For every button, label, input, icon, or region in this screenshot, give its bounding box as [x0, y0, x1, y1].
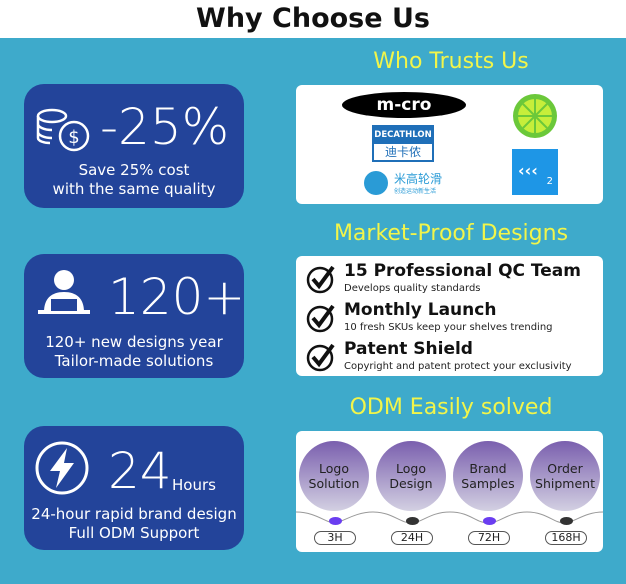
odm-step: Brand Samples 72H — [453, 441, 525, 545]
step-time: 24H — [391, 531, 433, 545]
cost-value: -25% — [100, 98, 230, 156]
check-circle-icon — [306, 304, 335, 333]
cost-line1: Save 25% cost — [78, 161, 190, 179]
qc-title: 15 Professional QC Team — [344, 261, 581, 281]
page-title: Why Choose Us — [196, 3, 430, 34]
odm-heading: ODM Easily solved — [349, 395, 553, 420]
odm-step: Logo Solution 3H — [299, 441, 371, 545]
designs-line2: Tailor-made solutions — [54, 352, 214, 370]
mg-logo: 米高轮滑 创造运动新生活 — [364, 169, 454, 197]
step-dot — [405, 517, 419, 525]
designs-line1: 120+ new designs year — [45, 333, 223, 351]
step-dot — [328, 517, 342, 525]
designs-value: 120+ — [108, 268, 246, 326]
qc-desc: 10 fresh SKUs keep your shelves trending — [344, 322, 553, 333]
step-circle: Order Shipment — [530, 441, 600, 511]
step-circle: Brand Samples — [453, 441, 523, 511]
trusts-panel: m-cro DECATHLON 迪卡侬 米高轮滑 创造运动新生活 ‹‹‹ 2 — [296, 85, 603, 204]
hours-line2: Full ODM Support — [68, 524, 200, 542]
hours-value: 24 — [108, 442, 172, 500]
designs-card: 120+ 120+ new designs year Tailor-made s… — [24, 254, 246, 378]
coins-dollar-icon: $ — [36, 108, 90, 152]
market-heading: Market-Proof Designs — [333, 221, 569, 246]
timeline-curve — [296, 511, 603, 524]
trusts-heading: Who Trusts Us — [373, 49, 529, 74]
step-circle: Logo Solution — [299, 441, 369, 511]
person-laptop-icon — [38, 270, 90, 314]
qc-title: Patent Shield — [344, 339, 473, 359]
hours-unit: Hours — [172, 476, 216, 494]
qc-title: Monthly Launch — [344, 300, 497, 320]
decathlon-logo: DECATHLON 迪卡侬 — [372, 125, 434, 162]
step-dot — [559, 517, 573, 525]
hours-line1: 24-hour rapid brand design — [31, 505, 237, 523]
market-panel: 15 Professional QC Team Develops quality … — [296, 256, 603, 376]
step-circle: Logo Design — [376, 441, 446, 511]
kk-logo: ‹‹‹ 2 — [512, 149, 558, 195]
check-circle-icon — [306, 265, 335, 294]
step-dot — [482, 517, 496, 525]
step-time: 3H — [314, 531, 356, 545]
step-time: 72H — [468, 531, 510, 545]
hours-card: 24 Hours 24-hour rapid brand design Full… — [24, 426, 244, 550]
step-time: 168H — [545, 531, 587, 545]
svg-text:$: $ — [68, 127, 79, 148]
qc-desc: Copyright and patent protect your exclus… — [344, 361, 572, 372]
check-circle-icon — [306, 343, 335, 372]
cost-card: $ -25% Save 25% cost with the same quali… — [24, 84, 244, 208]
micro-logo: m-cro — [342, 92, 466, 118]
lightning-icon — [35, 441, 89, 495]
qc-desc: Develops quality standards — [344, 283, 481, 294]
odm-step: Logo Design 24H — [376, 441, 448, 545]
title-bar: Why Choose Us — [0, 0, 626, 38]
lime-logo — [513, 94, 557, 138]
odm-panel: Logo Solution 3H Logo Design 24H Brand Samples 7… — [296, 431, 603, 552]
odm-step: Order Shipment 168H — [530, 441, 602, 545]
cost-line2: with the same quality — [52, 180, 216, 198]
